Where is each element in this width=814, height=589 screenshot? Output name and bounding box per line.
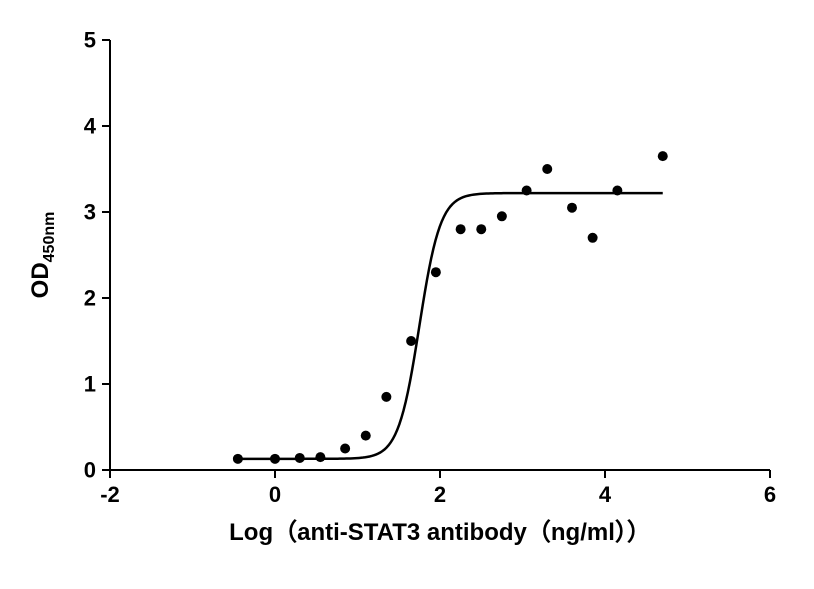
binding-curve-chart: -20246012345Log（anti-STAT3 antibody（ng/m…	[0, 0, 814, 589]
data-point	[406, 336, 416, 346]
data-point	[270, 454, 280, 464]
y-tick-label: 5	[84, 28, 96, 53]
x-tick-label: 6	[764, 482, 776, 507]
data-point	[381, 392, 391, 402]
y-axis-label-group: OD450nm	[27, 212, 58, 299]
x-tick-label: 0	[269, 482, 281, 507]
x-axis-label: Log（anti-STAT3 antibody（ng/ml））	[229, 519, 651, 546]
y-tick-label: 4	[84, 114, 97, 139]
y-axis-label: OD450nm	[27, 212, 58, 299]
data-point	[542, 164, 552, 174]
data-point	[567, 203, 577, 213]
x-tick-label: 2	[434, 482, 446, 507]
y-tick-label: 1	[84, 372, 96, 397]
data-point	[658, 151, 668, 161]
data-point	[476, 224, 486, 234]
data-point	[361, 431, 371, 441]
data-point	[315, 452, 325, 462]
data-point	[340, 444, 350, 454]
data-point	[612, 186, 622, 196]
chart-svg: -20246012345Log（anti-STAT3 antibody（ng/m…	[0, 0, 814, 589]
x-tick-label: 4	[599, 482, 612, 507]
fit-curve	[238, 193, 663, 459]
y-tick-label: 3	[84, 200, 96, 225]
data-point	[233, 454, 243, 464]
data-point	[497, 211, 507, 221]
data-point	[295, 453, 305, 463]
data-point	[522, 186, 532, 196]
data-point	[588, 233, 598, 243]
x-tick-label: -2	[100, 482, 120, 507]
y-tick-label: 2	[84, 286, 96, 311]
data-point	[431, 267, 441, 277]
data-point	[456, 224, 466, 234]
y-tick-label: 0	[84, 458, 96, 483]
